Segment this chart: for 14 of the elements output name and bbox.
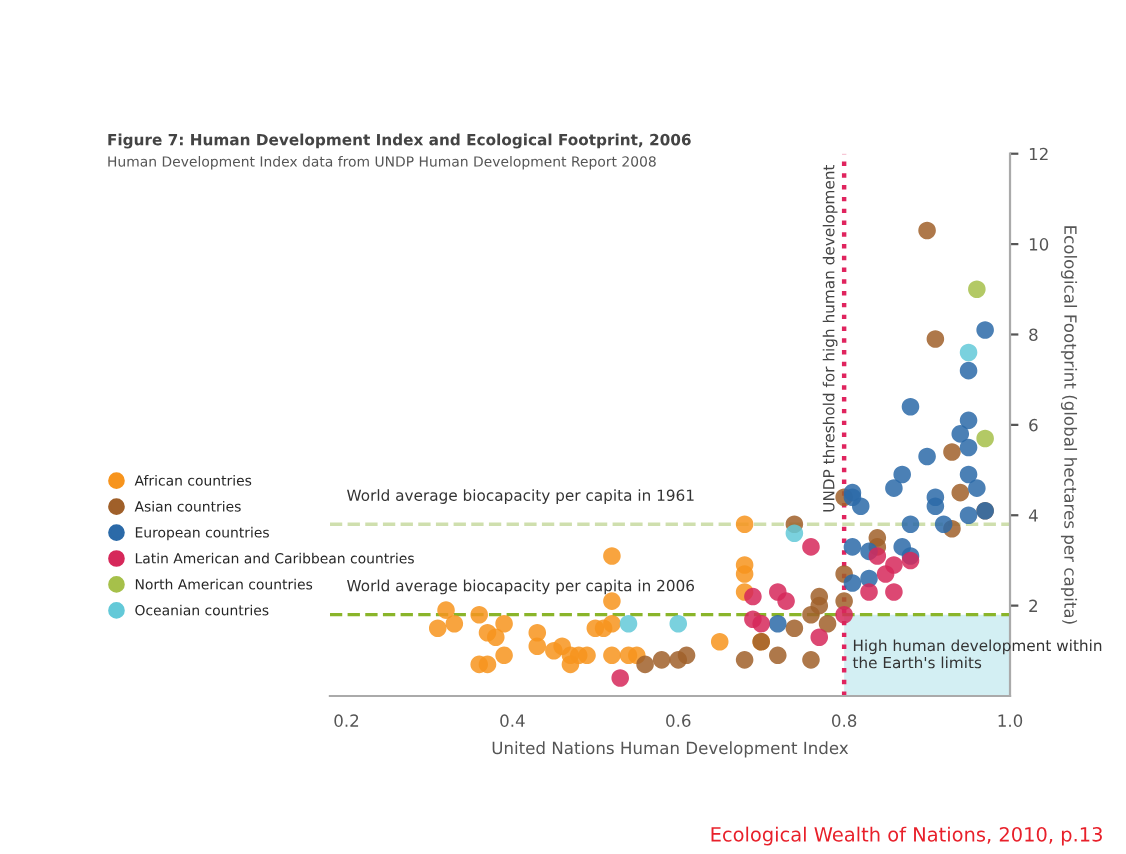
x-tick-label: 0.4 [500,714,525,727]
text: Ecological Wealth of Nations, 2010, p.13 [711,826,1102,846]
y-tick-label: 8 [1029,328,1038,342]
y-tick-label: 6 [1029,418,1038,432]
x-axis-title: United Nations Human Development Index [492,741,849,758]
x-tick-label: 0.6 [666,714,691,727]
y-tick-label: 4 [1028,509,1038,522]
y-axis-title: Ecological Footprint (global hectares per capita) [1060,226,1078,624]
y-tick-label: 2 [1029,599,1038,612]
x-tick-label: 1.0 [998,714,1023,727]
y-tick-label: 12 [1029,147,1048,161]
x-tick-label: 0.8 [831,714,857,727]
y-tick-label: 10 [1029,238,1049,251]
x-tick-label: 0.2 [334,714,359,727]
